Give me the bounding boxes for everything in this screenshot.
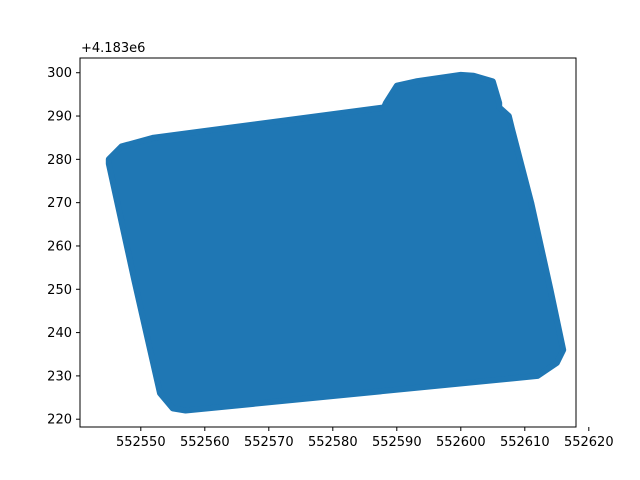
x-tick-label: 552570 — [244, 435, 294, 450]
y-tick-label: 220 — [47, 413, 72, 428]
axes: 552550 552560 552570 552580 552590 552600 5526… — [47, 57, 614, 450]
x-tick-label: 552590 — [372, 435, 422, 450]
x-tick-label: 552580 — [308, 435, 358, 450]
y-tick-label: 300 — [47, 66, 72, 81]
y-tick-label: 290 — [47, 110, 72, 125]
x-tick-label: 552550 — [116, 435, 166, 450]
y-tick-label: 240 — [47, 326, 72, 341]
y-tick-label: 270 — [47, 196, 72, 211]
x-tick-label: 552560 — [180, 435, 230, 450]
y-tick-label: 260 — [47, 239, 72, 254]
y-tick-label: 230 — [47, 369, 72, 384]
polygon-series-0 — [105, 71, 567, 414]
x-tick-label: 552620 — [564, 435, 614, 450]
y-tick-label: 250 — [47, 283, 72, 298]
y-offset-label: +4.183e6 — [81, 41, 145, 56]
axes-frame — [79, 57, 577, 428]
x-tick-label: 552600 — [436, 435, 486, 450]
y-tick-label: 280 — [47, 153, 72, 168]
x-tick-label: 552610 — [500, 435, 550, 450]
plot-area — [105, 71, 567, 414]
